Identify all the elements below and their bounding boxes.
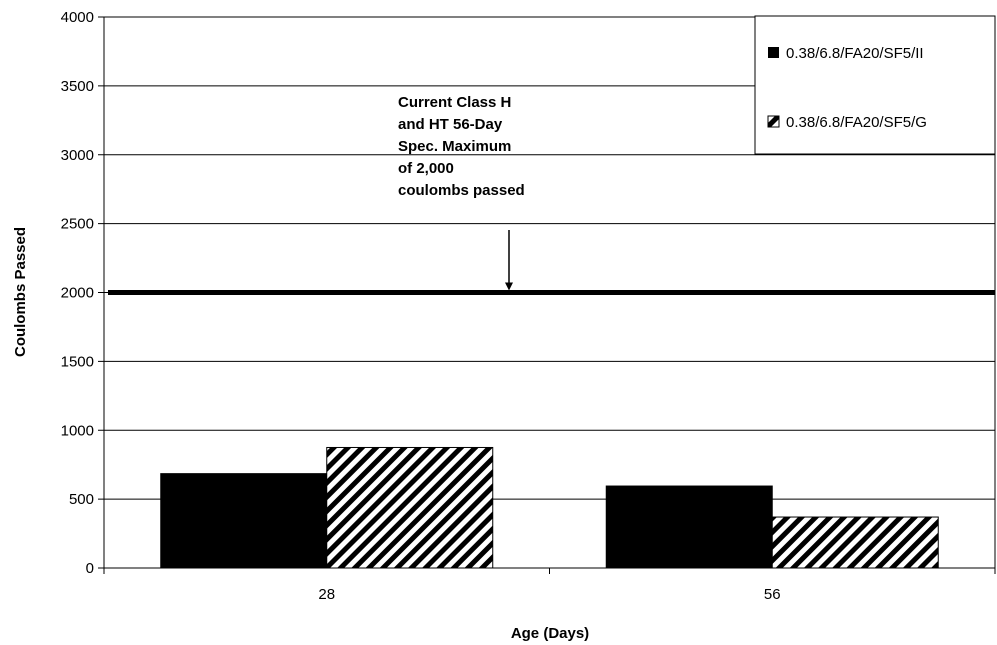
annotation-line: Spec. Maximum bbox=[398, 138, 511, 155]
y-tick-label: 2500 bbox=[61, 216, 94, 233]
legend-label-0: 0.38/6.8/FA20/SF5/II bbox=[786, 45, 924, 62]
x-axis-title: Age (Days) bbox=[511, 625, 589, 642]
annotation-line: of 2,000 bbox=[398, 160, 454, 177]
legend-swatch-1 bbox=[767, 115, 780, 128]
x-tick-label: 56 bbox=[764, 586, 781, 603]
y-tick-label: 3000 bbox=[61, 147, 94, 164]
y-tick-label: 4000 bbox=[61, 9, 94, 26]
legend-swatch-0 bbox=[768, 47, 779, 58]
legend-label-1: 0.38/6.8/FA20/SF5/G bbox=[786, 114, 927, 131]
annotation-line: and HT 56-Day bbox=[398, 116, 503, 133]
legend-box bbox=[754, 15, 996, 155]
annotation-line: coulombs passed bbox=[398, 182, 525, 199]
bar-1-0 bbox=[326, 446, 494, 569]
y-tick-label: 3500 bbox=[61, 78, 94, 95]
legend: 0.38/6.8/FA20/SF5/II 0.38/6.8/FA20/SF5/G bbox=[754, 15, 996, 155]
y-tick-label: 0 bbox=[86, 560, 94, 577]
bar-0-0 bbox=[160, 473, 328, 569]
x-tick-label: 28 bbox=[318, 586, 335, 603]
annotation-arrow-head bbox=[505, 282, 513, 291]
y-tick-label: 2000 bbox=[61, 285, 94, 302]
bars bbox=[160, 446, 939, 569]
tick-labels: 0 500 1000 1500 2000 2500 3000 3500 4000 28 56 bbox=[61, 9, 781, 603]
y-tick-label: 500 bbox=[69, 491, 94, 508]
annotation: Current Class H and HT 56-Day Spec. Maximu… bbox=[398, 94, 525, 291]
y-axis-title: Coulombs Passed bbox=[12, 227, 29, 357]
bar-1-1 bbox=[771, 516, 939, 569]
y-tick-label: 1500 bbox=[61, 353, 94, 370]
y-tick-label: 1000 bbox=[61, 422, 94, 439]
bar-0-1 bbox=[605, 485, 773, 569]
annotation-line: Current Class H bbox=[398, 94, 511, 111]
